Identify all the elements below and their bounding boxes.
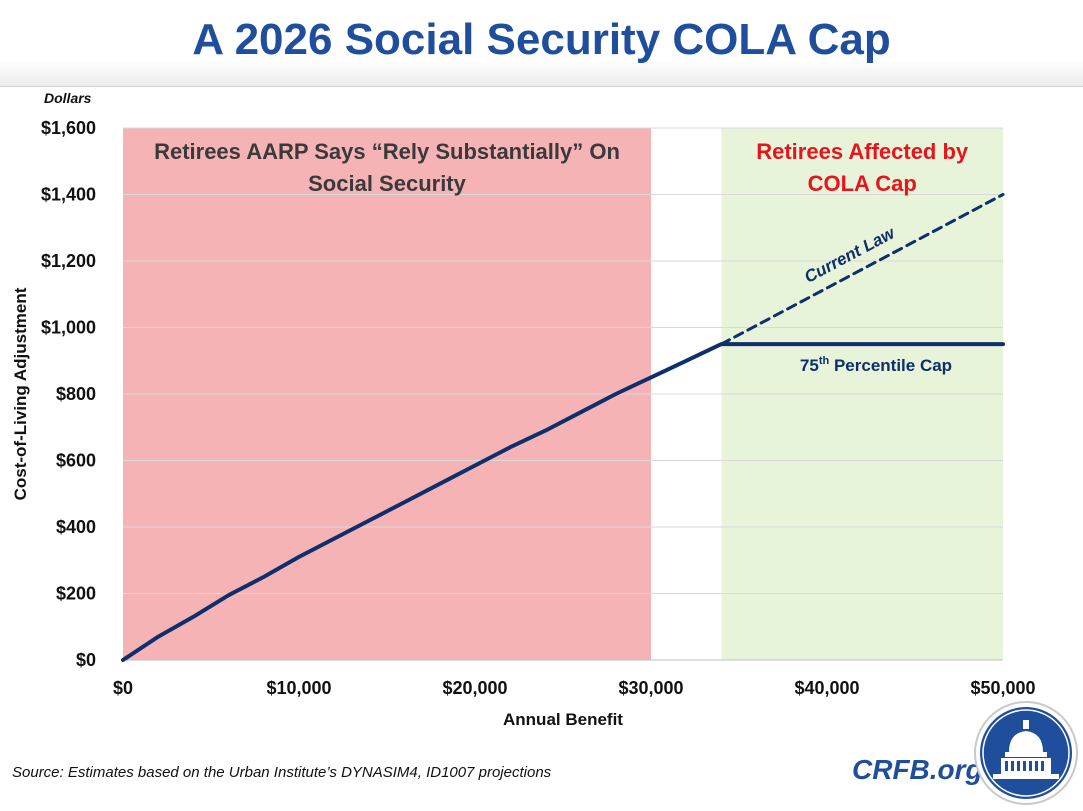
cap-label: 75th Percentile Cap — [800, 355, 952, 375]
y-tick-label: $1,600 — [41, 118, 96, 138]
cap-line — [121, 342, 1005, 662]
y-tick-label: $1,000 — [41, 318, 96, 338]
unit-label: Dollars — [44, 90, 92, 106]
y-tick-label: $600 — [56, 451, 96, 471]
y-tick-label: $400 — [56, 517, 96, 537]
x-tick-label: $10,000 — [266, 678, 331, 698]
x-tick-label: $40,000 — [794, 678, 859, 698]
page-title: A 2026 Social Security COLA Cap — [192, 15, 891, 64]
y-tick-label: $1,200 — [41, 251, 96, 271]
y-tick-label: $0 — [76, 650, 96, 670]
y-tick-label: $200 — [56, 584, 96, 604]
header-banner: A 2026 Social Security COLA Cap — [0, 0, 1083, 87]
y-axis-title: Cost-of-Living Adjustment — [11, 287, 30, 500]
source-note: Source: Estimates based on the Urban Ins… — [12, 764, 552, 781]
current-law-line — [719, 193, 1005, 346]
region-2-label: COLA Cap — [808, 171, 917, 196]
x-axis-title: Annual Benefit — [503, 710, 623, 729]
y-tick-label: $1,400 — [41, 185, 96, 205]
region-1-label: Retirees AARP Says “Rely Substantially” … — [154, 139, 620, 164]
brand-link[interactable]: CRFB.org — [852, 754, 983, 785]
y-tick-label: $800 — [56, 384, 96, 404]
x-tick-label: $20,000 — [442, 678, 507, 698]
x-tick-label: $50,000 — [970, 678, 1035, 698]
capitol-dome-logo — [974, 701, 1078, 805]
region-2-label: Retirees Affected by — [756, 139, 969, 164]
x-tick-label: $0 — [113, 678, 133, 698]
region-1-label: Social Security — [308, 171, 467, 196]
x-tick-label: $30,000 — [618, 678, 683, 698]
